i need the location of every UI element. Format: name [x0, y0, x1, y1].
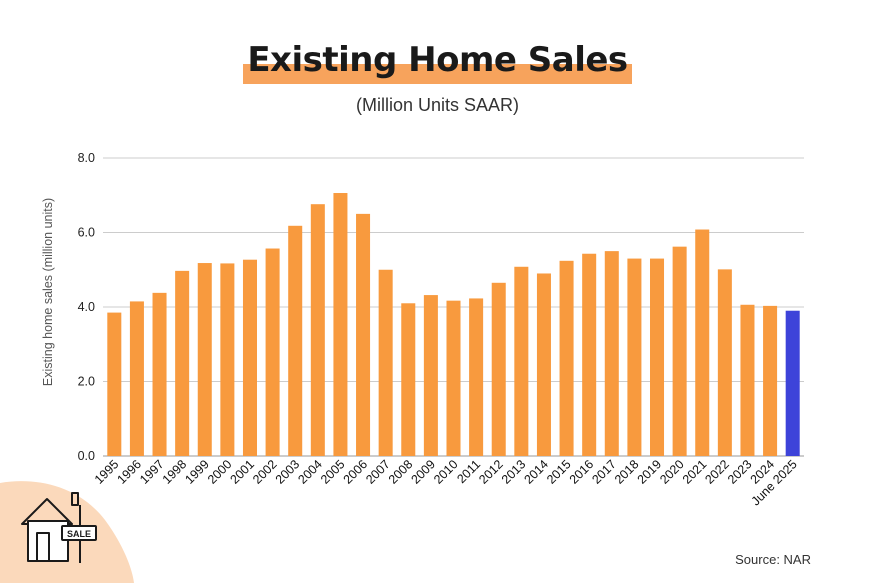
x-tick-label: 2020	[657, 457, 687, 487]
bar-2000	[220, 263, 235, 456]
bar-2016	[582, 253, 597, 456]
x-tick-label: 2015	[544, 457, 574, 487]
x-tick-label: 2002	[250, 457, 280, 487]
bar-2011	[469, 298, 484, 456]
bar-2019	[650, 258, 665, 456]
chart-title: Existing Home Sales	[247, 40, 628, 80]
bar-2014	[536, 273, 551, 456]
bar-2021	[695, 229, 710, 456]
bar-2006	[356, 213, 371, 456]
x-tick-label: 2003	[273, 457, 303, 487]
x-tick-labels: 1995199619971998199920002001200220032004…	[92, 457, 800, 508]
x-tick-label: 2022	[702, 457, 732, 487]
bar-2023	[740, 304, 755, 456]
x-tick-label: 2004	[295, 457, 325, 487]
bar-2013	[514, 266, 529, 456]
y-tick-label: 8.0	[78, 151, 95, 165]
x-tick-label: 2023	[725, 457, 755, 487]
bar-2018	[627, 258, 642, 456]
house-icon	[21, 492, 97, 563]
house-sale-illustration: SALE	[0, 481, 134, 583]
x-tick-label: 1997	[137, 457, 167, 487]
bar-1998	[175, 270, 190, 456]
bar-2007	[378, 269, 393, 456]
x-tick-label: 2001	[228, 457, 258, 487]
bar-2002	[265, 248, 280, 456]
bar-2020	[672, 246, 687, 456]
y-tick-labels: 0.0 2.0 4.0 6.0 8.0	[78, 151, 95, 463]
x-tick-label: 2010	[431, 457, 461, 487]
chart-subtitle: (Million Units SAAR)	[355, 95, 520, 115]
y-tick-label: 4.0	[78, 300, 95, 314]
bar-2003	[288, 225, 303, 456]
x-tick-label: 2009	[408, 457, 438, 487]
bar-2001	[242, 259, 257, 456]
x-tick-label: 2017	[589, 457, 619, 487]
x-tick-label: 2016	[567, 457, 597, 487]
sale-sign-text: SALE	[67, 529, 91, 539]
x-tick-label: 2005	[318, 457, 348, 487]
bar-2008	[401, 303, 416, 456]
y-tick-label: 6.0	[78, 226, 95, 240]
title-box: Existing Home Sales	[243, 40, 632, 84]
x-tick-label: 2012	[476, 457, 506, 487]
bar-2022	[717, 269, 732, 456]
x-tick-label: 1999	[182, 457, 212, 487]
x-tick-label: 2011	[454, 457, 483, 486]
bars	[107, 193, 800, 456]
bar-2024	[763, 305, 778, 456]
source-note: Source: NAR	[735, 552, 811, 567]
bar-2009	[423, 295, 438, 456]
bar-2017	[604, 251, 619, 456]
x-tick-label: 2000	[205, 457, 235, 487]
bar-2015	[559, 260, 574, 456]
x-tick-label: 2021	[680, 457, 710, 487]
y-tick-label: 2.0	[78, 375, 95, 389]
title-wrapper: Existing Home Sales	[0, 40, 875, 84]
x-tick-label: 2014	[522, 457, 552, 487]
bar-1999	[197, 263, 212, 456]
x-tick-label: 1998	[160, 457, 190, 487]
x-tick-label: 2019	[635, 457, 665, 487]
title-highlight	[243, 64, 632, 84]
x-tick-label: 2018	[612, 457, 642, 487]
bar-1995	[107, 312, 122, 456]
x-tick-label: 2006	[341, 457, 371, 487]
bar-1997	[152, 292, 167, 456]
x-tick-label: 2008	[386, 457, 416, 487]
bar-2012	[491, 282, 506, 456]
bar-1996	[129, 301, 144, 456]
x-tick-label: 2013	[499, 457, 529, 487]
y-tick-label: 0.0	[78, 449, 95, 463]
bar-2010	[446, 300, 461, 456]
bar-2004	[310, 204, 325, 456]
bar-2005	[333, 193, 348, 456]
x-tick-label: 2007	[363, 457, 393, 487]
bar-june-2025	[785, 310, 800, 456]
y-axis-label: Existing home sales (million units)	[41, 198, 55, 386]
